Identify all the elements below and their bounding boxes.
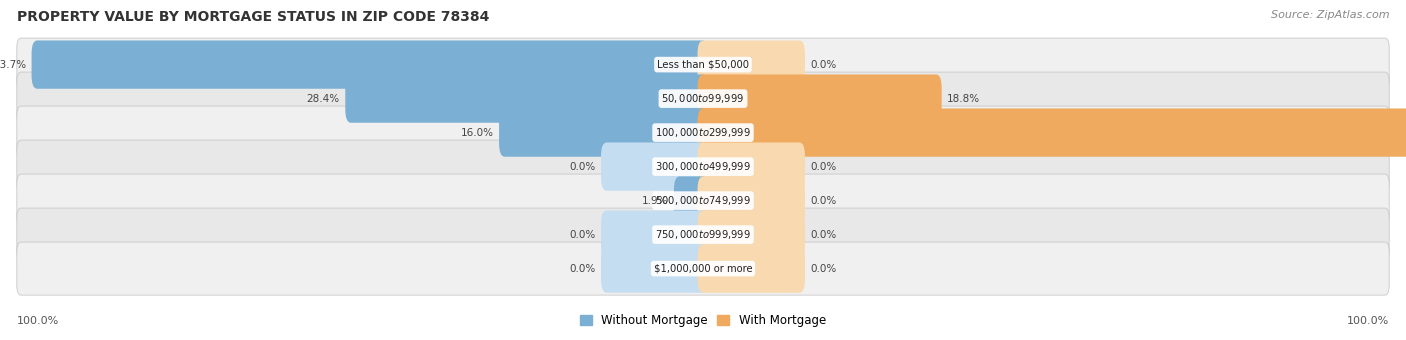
FancyBboxPatch shape — [346, 74, 709, 123]
FancyBboxPatch shape — [17, 174, 1389, 227]
Text: $50,000 to $99,999: $50,000 to $99,999 — [661, 92, 745, 105]
Text: 0.0%: 0.0% — [569, 162, 596, 172]
Text: 0.0%: 0.0% — [810, 162, 837, 172]
FancyBboxPatch shape — [697, 176, 806, 225]
Text: 1.9%: 1.9% — [643, 195, 668, 206]
Text: $1,000,000 or more: $1,000,000 or more — [654, 264, 752, 274]
Text: PROPERTY VALUE BY MORTGAGE STATUS IN ZIP CODE 78384: PROPERTY VALUE BY MORTGAGE STATUS IN ZIP… — [17, 10, 489, 24]
Text: 0.0%: 0.0% — [810, 264, 837, 274]
FancyBboxPatch shape — [31, 40, 709, 89]
Text: 18.8%: 18.8% — [948, 94, 980, 104]
Text: 53.7%: 53.7% — [0, 59, 27, 70]
Text: 100.0%: 100.0% — [1347, 317, 1389, 326]
FancyBboxPatch shape — [600, 244, 709, 293]
FancyBboxPatch shape — [499, 108, 709, 157]
FancyBboxPatch shape — [673, 176, 709, 225]
FancyBboxPatch shape — [17, 140, 1389, 193]
Text: $500,000 to $749,999: $500,000 to $749,999 — [655, 194, 751, 207]
Text: 16.0%: 16.0% — [461, 128, 494, 138]
FancyBboxPatch shape — [600, 210, 709, 259]
FancyBboxPatch shape — [697, 74, 942, 123]
Text: Source: ZipAtlas.com: Source: ZipAtlas.com — [1271, 10, 1389, 20]
Text: 0.0%: 0.0% — [810, 230, 837, 240]
Text: 100.0%: 100.0% — [17, 317, 59, 326]
Text: 0.0%: 0.0% — [810, 195, 837, 206]
Text: $100,000 to $299,999: $100,000 to $299,999 — [655, 126, 751, 139]
Text: 0.0%: 0.0% — [569, 264, 596, 274]
FancyBboxPatch shape — [17, 242, 1389, 295]
FancyBboxPatch shape — [697, 40, 806, 89]
FancyBboxPatch shape — [17, 208, 1389, 261]
Text: $300,000 to $499,999: $300,000 to $499,999 — [655, 160, 751, 173]
FancyBboxPatch shape — [697, 210, 806, 259]
Text: Less than $50,000: Less than $50,000 — [657, 59, 749, 70]
FancyBboxPatch shape — [697, 142, 806, 191]
FancyBboxPatch shape — [600, 142, 709, 191]
FancyBboxPatch shape — [17, 106, 1389, 159]
FancyBboxPatch shape — [17, 38, 1389, 91]
FancyBboxPatch shape — [17, 72, 1389, 125]
Legend: Without Mortgage, With Mortgage: Without Mortgage, With Mortgage — [575, 309, 831, 332]
Text: $750,000 to $999,999: $750,000 to $999,999 — [655, 228, 751, 241]
FancyBboxPatch shape — [697, 108, 1406, 157]
Text: 0.0%: 0.0% — [810, 59, 837, 70]
Text: 28.4%: 28.4% — [307, 94, 340, 104]
Text: 0.0%: 0.0% — [569, 230, 596, 240]
FancyBboxPatch shape — [697, 244, 806, 293]
